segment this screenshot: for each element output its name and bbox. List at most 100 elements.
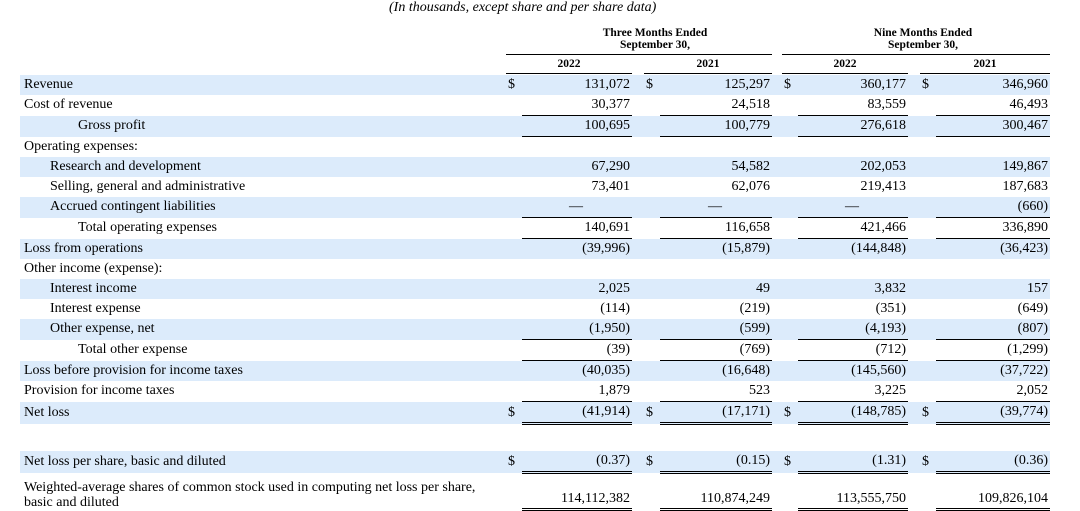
value-cell: 30,377 (522, 95, 632, 116)
table-row-interest-expense: Interest expense (114) (219) (351) (649) (20, 299, 1050, 319)
currency-symbol: $ (920, 451, 936, 473)
value-cell: 140,691 (522, 217, 632, 239)
value-cell: (39) (522, 339, 632, 361)
value-cell: (807) (936, 319, 1050, 340)
row-label: Interest income (20, 279, 506, 299)
table-row-provision-taxes: Provision for income taxes 1,879 523 3,2… (20, 381, 1050, 402)
value-cell: 421,466 (798, 217, 908, 239)
three-months-rule (506, 54, 772, 55)
table-row-other-income-heading: Other income (expense): (20, 259, 1050, 279)
year-rule-1 (506, 73, 632, 74)
table-row-loss-before-taxes: Loss before provision for income taxes (… (20, 360, 1050, 381)
currency-symbol: $ (920, 75, 936, 95)
row-label: Weighted-average shares of common stock … (24, 479, 476, 510)
value-cell: (1,299) (936, 339, 1050, 361)
row-label: Total other expense (78, 342, 188, 357)
table-row-total-operating-expenses: Total operating expenses 140,691 116,658… (20, 217, 1050, 239)
value-cell: (1.31) (798, 451, 908, 474)
row-label: Operating expenses: (24, 138, 138, 154)
currency-symbol: $ (644, 401, 660, 424)
row-label: Net loss (20, 401, 506, 424)
row-label: Cost of revenue (24, 97, 113, 113)
value-cell: 125,297 (660, 75, 772, 95)
row-label: Interest expense (50, 301, 141, 316)
value-cell: (37,722) (936, 360, 1050, 381)
value-cell: 219,413 (860, 179, 907, 194)
table-row-gross-profit: Gross profit 100,695 100,779 276,618 300… (20, 115, 1050, 137)
three-months-header: Three Months Ended September 30, (560, 27, 750, 51)
nine-months-rule (782, 54, 1050, 55)
value-cell: 83,559 (798, 95, 908, 116)
value-cell: — (522, 197, 632, 218)
value-cell: 100,779 (660, 115, 772, 137)
three-months-header-line2: September 30, (619, 39, 691, 51)
value-cell: 110,874,249 (660, 472, 772, 511)
value-cell: (39,774) (936, 401, 1050, 425)
value-cell: 2,052 (936, 381, 1050, 402)
value-cell: 336,890 (936, 217, 1050, 239)
value-cell: (145,560) (798, 360, 908, 381)
year-header-q-2021: 2021 (696, 58, 720, 70)
table-row-selling-general-admin: Selling, general and administrative 73,4… (20, 177, 1050, 197)
value-cell: 149,867 (936, 157, 1050, 177)
table-row-net-loss: Net loss $ (41,914) $ (17,171) $ (148,78… (20, 401, 1050, 425)
value-cell: 131,072 (522, 75, 632, 95)
nine-months-header-line2: September 30, (887, 39, 959, 51)
year-rule-2 (644, 73, 772, 74)
value-cell: (15,879) (660, 238, 772, 259)
table-row-revenue: Revenue $ 131,072 $ 125,297 $ 360,177 $ … (20, 75, 1050, 95)
year-rule-4 (920, 73, 1050, 74)
value-cell: — (798, 197, 908, 218)
value-cell: 360,177 (798, 75, 908, 95)
value-cell: 157 (936, 279, 1050, 299)
year-header-ytd-2022: 2022 (833, 58, 857, 70)
row-label: Other income (expense): (24, 261, 163, 276)
value-cell: (39,996) (522, 238, 632, 259)
value-cell: 114,112,382 (522, 472, 632, 511)
value-cell: (17,171) (660, 401, 772, 425)
row-label: Other expense, net (20, 319, 506, 340)
value-cell: 2,025 (522, 279, 632, 299)
table-row-total-other-expense: Total other expense (39) (769) (712) (1,… (20, 339, 1050, 361)
row-label: Net loss per share, basic and diluted (20, 451, 506, 473)
value-cell: 73,401 (591, 179, 631, 194)
row-label: Loss before provision for income taxes (20, 360, 506, 381)
value-cell: 202,053 (798, 157, 908, 177)
value-cell: 1,879 (522, 381, 632, 402)
value-cell: (0.37) (522, 451, 632, 474)
value-cell: 3,225 (798, 381, 908, 402)
table-row-accrued-contingent: Accrued contingent liabilities — — — (66… (20, 197, 1050, 218)
row-label: Total operating expenses (78, 220, 217, 235)
value-cell: 116,658 (660, 217, 772, 239)
value-cell: 300,467 (936, 115, 1050, 137)
value-cell: (0.15) (660, 451, 772, 474)
currency-symbol: $ (506, 75, 522, 95)
row-label: Gross profit (20, 115, 506, 137)
table-row-operating-expenses-heading: Operating expenses: (20, 137, 1050, 158)
currency-symbol: $ (782, 451, 798, 473)
nine-months-header: Nine Months Ended September 30, (828, 27, 1018, 51)
value-cell: (36,423) (936, 238, 1050, 259)
row-label: Revenue (20, 75, 506, 95)
value-cell: 54,582 (660, 157, 772, 177)
value-cell: (1,950) (522, 319, 632, 340)
value-cell: (712) (798, 339, 908, 361)
table-row-interest-income: Interest income 2,025 49 3,832 157 (20, 279, 1050, 299)
currency-symbol: $ (506, 451, 522, 473)
value-cell: 49 (660, 279, 772, 299)
value-cell: 62,076 (731, 179, 771, 194)
value-cell: (16,648) (660, 360, 772, 381)
table-row-loss-from-operations: Loss from operations (39,996) (15,879) (… (20, 238, 1050, 259)
value-cell: 276,618 (798, 115, 908, 137)
value-cell: (219) (739, 301, 770, 316)
table-row-weighted-average-shares: Weighted-average shares of common stock … (20, 472, 1050, 511)
table-spacer-row (20, 423, 1050, 451)
income-statement-table: Revenue $ 131,072 $ 125,297 $ 360,177 $ … (20, 75, 1050, 511)
row-label: Provision for income taxes (24, 383, 175, 399)
value-cell: 46,493 (936, 95, 1050, 116)
year-header-q-2022: 2022 (557, 58, 581, 70)
value-cell: (0.36) (936, 451, 1050, 474)
value-cell: (599) (660, 319, 772, 340)
value-cell: (144,848) (798, 238, 908, 259)
